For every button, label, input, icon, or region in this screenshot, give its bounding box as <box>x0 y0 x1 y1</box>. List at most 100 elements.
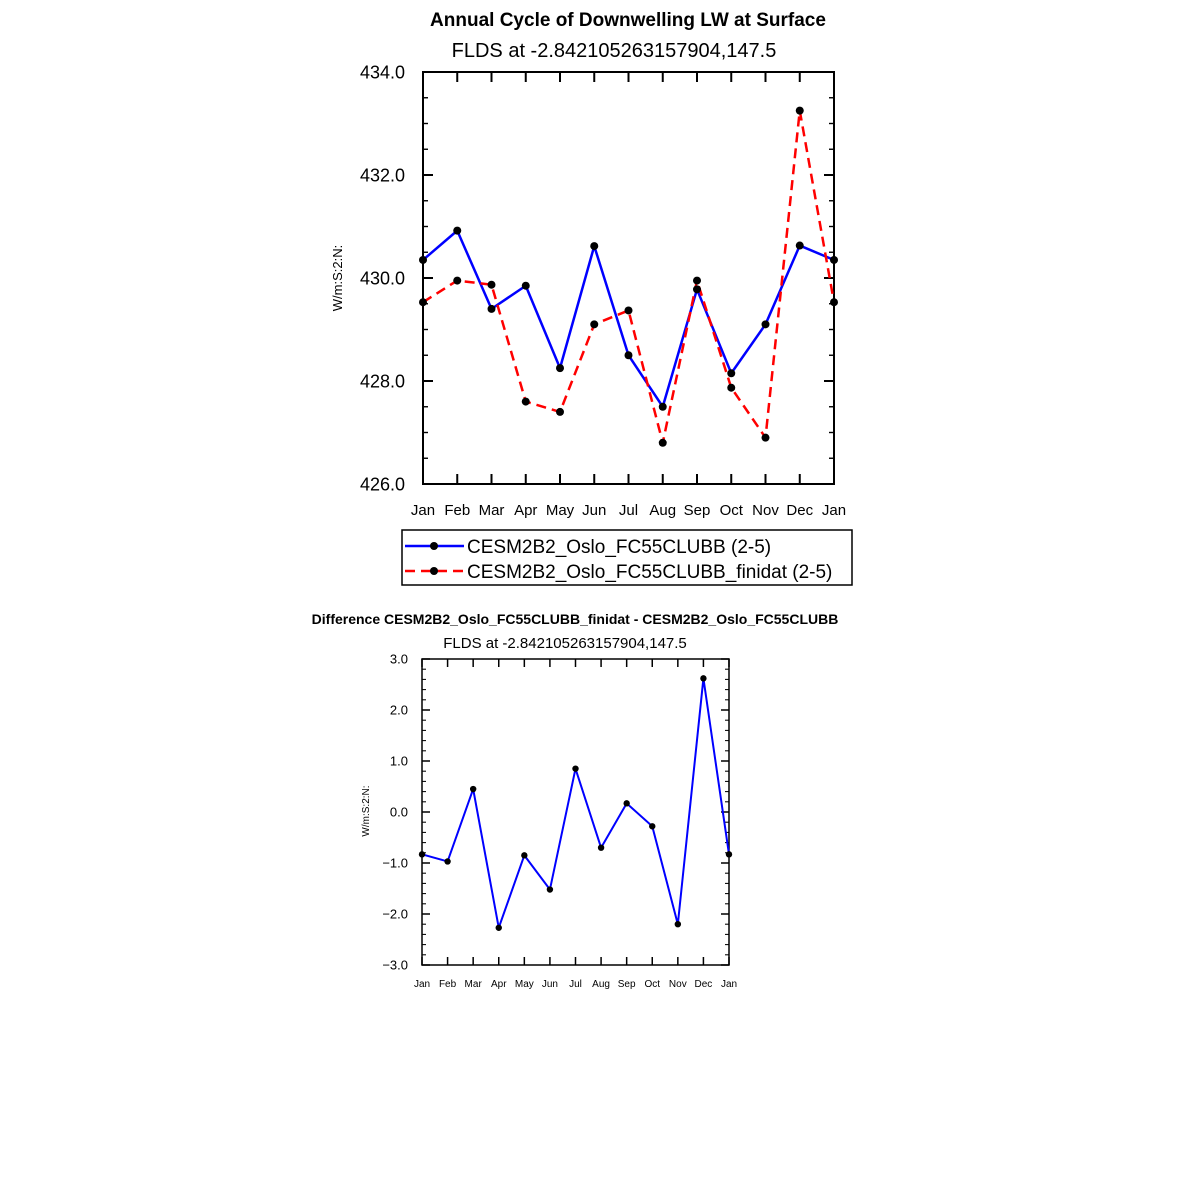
y-axis-label: W/m:S:2:N: <box>361 785 372 836</box>
legend-marker-series-1 <box>430 542 438 550</box>
data-point-series-2 <box>830 298 838 307</box>
y-tick-label: 432.0 <box>360 165 405 185</box>
y-tick-label: −1.0 <box>382 856 408 871</box>
data-point-series-1 <box>495 924 502 931</box>
data-point-series-2 <box>795 106 804 115</box>
x-tick-label: Jun <box>542 979 558 990</box>
data-point-series-1 <box>469 785 477 793</box>
y-tick-label: 430.0 <box>360 268 405 288</box>
data-series <box>419 106 838 447</box>
data-series <box>418 675 733 931</box>
data-point-series-1 <box>572 765 579 772</box>
data-point-series-1 <box>556 364 564 373</box>
x-tick-label: Sep <box>684 502 711 519</box>
data-point-series-1 <box>674 921 682 928</box>
y-tick-label: 1.0 <box>390 754 408 769</box>
x-tick-label: Mar <box>479 502 505 519</box>
data-point-series-1 <box>623 800 630 807</box>
x-tick-label: Aug <box>649 502 676 519</box>
data-point-series-1 <box>444 858 451 865</box>
x-tick-label: Sep <box>618 979 636 990</box>
y-tick-label: 426.0 <box>360 474 405 494</box>
data-point-series-1 <box>649 823 656 830</box>
data-point-series-2 <box>693 276 701 285</box>
x-tick-label: Aug <box>592 979 610 990</box>
chart-title: Difference CESM2B2_Oslo_FC55CLUBB_finida… <box>312 611 839 627</box>
data-point-series-2 <box>658 438 667 447</box>
legend-label-series-2: CESM2B2_Oslo_FC55CLUBB_finidat (2-5) <box>467 562 832 583</box>
data-point-series-2 <box>624 306 633 315</box>
data-point-series-1 <box>487 304 496 313</box>
x-tick-label: Jul <box>569 979 582 990</box>
chart-title: Annual Cycle of Downwelling LW at Surfac… <box>430 10 826 31</box>
chart-subtitle: FLDS at -2.842105263157904,147.5 <box>452 40 777 62</box>
x-tick-label: Jan <box>822 502 846 519</box>
x-tick-label: Jan <box>721 979 737 990</box>
legend: CESM2B2_Oslo_FC55CLUBB (2-5) CESM2B2_Osl… <box>401 529 853 586</box>
data-point-series-2 <box>453 276 462 285</box>
y-tick-label: −2.0 <box>382 907 408 922</box>
data-point-series-1 <box>590 242 599 251</box>
y-axis-label: W/m:S:2:N: <box>330 245 345 311</box>
data-point-series-2 <box>556 407 564 416</box>
x-tick-label: Apr <box>491 979 507 990</box>
y-tick-label: −3.0 <box>382 958 408 973</box>
data-point-series-1 <box>624 351 633 360</box>
legend-marker-series-2 <box>430 567 438 575</box>
axis-ticks <box>422 71 835 485</box>
data-point-series-2 <box>419 298 427 307</box>
y-tick-label: 434.0 <box>360 62 405 82</box>
data-point-series-1 <box>453 226 462 235</box>
y-tick-labels: −3.0 −2.0 −1.0 0.0 1.0 2.0 3.0 <box>382 652 408 973</box>
data-point-series-1 <box>546 886 554 893</box>
data-point-series-2 <box>487 280 496 289</box>
data-point-series-1 <box>727 369 736 378</box>
data-point-series-2 <box>521 397 530 406</box>
x-tick-label: Oct <box>720 502 744 519</box>
data-point-series-2 <box>761 433 770 442</box>
x-tick-label: May <box>515 979 534 990</box>
x-tick-label: Feb <box>439 979 457 990</box>
x-tick-labels: Jan Feb Mar Apr May Jun Jul Aug Sep Oct Nov Dec Jan <box>411 502 846 519</box>
x-tick-label: Apr <box>514 502 537 519</box>
data-point-series-1 <box>521 281 530 290</box>
data-point-series-1 <box>795 241 804 250</box>
annual-cycle-chart: Annual Cycle of Downwelling LW at Surfac… <box>330 10 853 586</box>
difference-chart: Difference CESM2B2_Oslo_FC55CLUBB_finida… <box>312 611 839 990</box>
x-tick-label: Jan <box>414 979 430 990</box>
data-point-series-1 <box>658 402 667 411</box>
data-point-series-1 <box>521 852 528 859</box>
data-point-series-1 <box>419 255 427 264</box>
legend-box <box>401 529 853 586</box>
x-tick-label: Dec <box>695 979 713 990</box>
x-tick-label: Jun <box>582 502 606 519</box>
data-point-series-1 <box>761 320 770 329</box>
x-tick-label: Oct <box>644 979 660 990</box>
data-point-series-1 <box>693 285 701 294</box>
x-tick-label: Jul <box>619 502 638 519</box>
y-tick-labels: 426.0 428.0 430.0 432.0 434.0 <box>360 62 405 494</box>
data-point-series-2 <box>590 320 599 329</box>
x-tick-label: Nov <box>669 979 687 990</box>
axis-ticks <box>421 658 730 966</box>
x-tick-label: May <box>546 502 575 519</box>
x-tick-labels: Jan Feb Mar Apr May Jun Jul Aug Sep Oct Nov Dec Jan <box>414 979 737 990</box>
data-point-series-1 <box>725 851 733 858</box>
chart-subtitle: FLDS at -2.842105263157904,147.5 <box>443 635 687 652</box>
x-tick-label: Jan <box>411 502 435 519</box>
data-point-series-1 <box>830 255 838 264</box>
x-tick-label: Dec <box>786 502 813 519</box>
data-point-series-1 <box>700 675 707 682</box>
y-tick-label: 2.0 <box>390 703 408 718</box>
x-tick-label: Feb <box>444 502 470 519</box>
x-tick-label: Mar <box>465 979 483 990</box>
legend-label-series-1: CESM2B2_Oslo_FC55CLUBB (2-5) <box>467 537 771 558</box>
y-tick-label: 428.0 <box>360 371 405 391</box>
data-point-series-1 <box>418 851 426 858</box>
x-tick-label: Nov <box>752 502 779 519</box>
y-tick-label: 3.0 <box>390 652 408 667</box>
y-tick-label: 0.0 <box>390 805 408 820</box>
data-point-series-1 <box>597 844 605 851</box>
